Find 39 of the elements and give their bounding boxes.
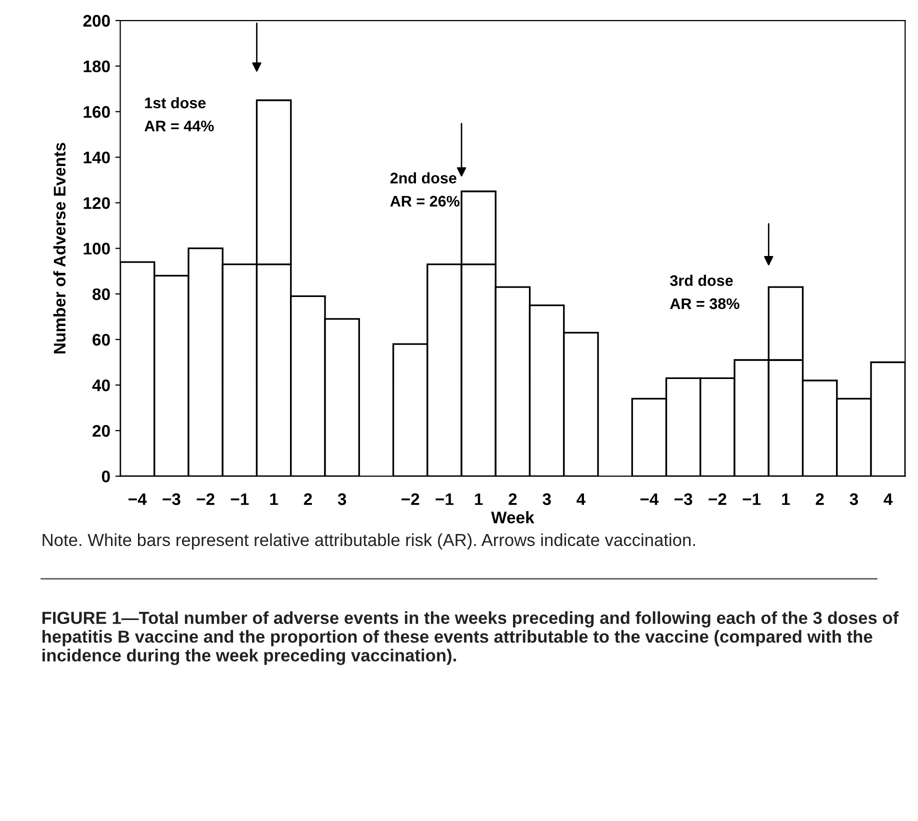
x-tick-label: −2: [196, 493, 214, 505]
y-tick-label: 100: [84, 242, 110, 255]
x-tick-label: −3: [162, 493, 180, 506]
x-tick-label: −1: [230, 493, 249, 505]
x-tick-label: −4: [128, 493, 147, 505]
x-tick-label: 1: [270, 493, 278, 505]
text: Note. White bars represent relative attributable risk (AR). Arrows indicate vaccination.: [42, 533, 695, 550]
x-tick-label: −3: [674, 493, 692, 506]
x-axis-title: Week: [491, 511, 534, 524]
x-tick-label: 2: [816, 493, 824, 505]
y-tick-label: 120: [84, 197, 110, 209]
x-tick-label: 3: [338, 493, 346, 506]
y-tick-label: 200: [83, 14, 110, 27]
y-tick-label: 80: [92, 288, 110, 300]
caption: FIGURE 1—Total number of adverse events in the weeks preceding and following each of the 3 doses of hepatitis B vaccine and the proportion of these events attributable to the vaccine (compared with the incidence during the week preceding vaccination).: [42, 611, 899, 666]
annotation: 3rd dose AR = 38%: [670, 274, 740, 310]
y-tick-label: 0: [102, 470, 110, 482]
x-tick-label: −1: [742, 493, 761, 505]
y-tick-label: 40: [92, 379, 110, 392]
y-tick-label: 160: [84, 106, 110, 118]
x-tick-label: 1: [474, 493, 483, 505]
x-tick-label: −2: [402, 493, 420, 505]
x-tick-label: 2: [304, 493, 312, 505]
annotation: 2nd dose AR = 26%: [390, 172, 460, 207]
y-tick-label: 60: [92, 334, 110, 346]
x-tick-label: 4: [576, 493, 586, 505]
x-tick-label: 3: [542, 493, 551, 506]
x-tick-label: 3: [850, 493, 858, 506]
x-tick-label: −1: [436, 493, 454, 505]
annotation: 1st dose AR = 44%: [144, 97, 214, 132]
y-tick-label: 180: [84, 60, 110, 72]
x-tick-label: 1: [782, 493, 790, 505]
y-tick-label: 140: [84, 152, 110, 164]
y-axis-title: Number of Adverse Events: [53, 142, 66, 354]
x-tick-label: −4: [640, 493, 659, 505]
y-tick-label: 20: [92, 425, 110, 437]
x-tick-label: 4: [884, 493, 893, 505]
x-tick-label: −2: [708, 493, 726, 505]
x-tick-label: 2: [508, 493, 517, 505]
